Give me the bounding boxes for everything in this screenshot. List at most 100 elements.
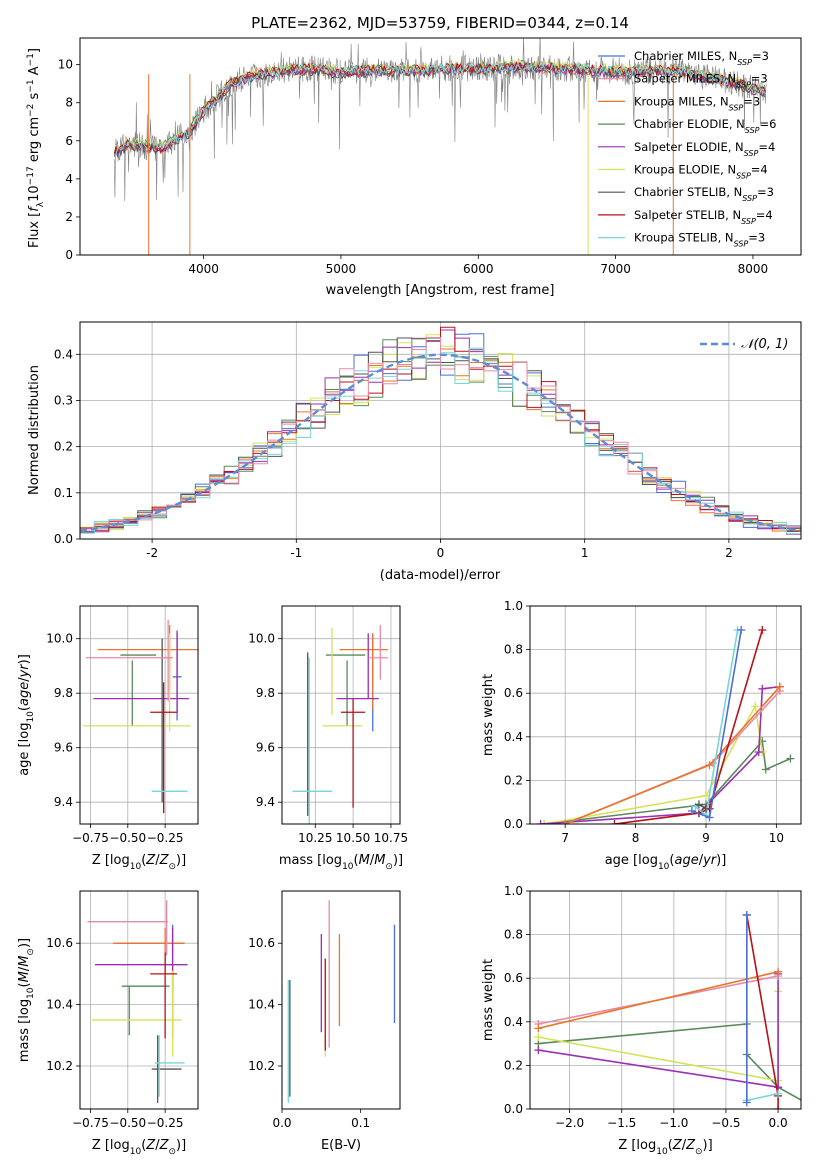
axes-frame — [79, 890, 199, 1110]
mass-weight-marker — [705, 761, 714, 770]
y-tick-label: 0.6 — [504, 971, 523, 985]
x-tick-label: 6000 — [463, 262, 494, 276]
plot-area — [287, 900, 396, 1103]
plot-area — [534, 910, 813, 1109]
x-axis-label: (data-model)/error — [380, 568, 501, 583]
y-tick-label: 2 — [65, 210, 73, 224]
x-tick-label: 8000 — [738, 262, 769, 276]
x-tick-label: 7000 — [600, 262, 631, 276]
mass-weight-marker — [775, 682, 784, 691]
legend-label: Salpeter STELIB, NSSP=4 — [634, 208, 773, 226]
axes-frame — [281, 890, 401, 1110]
y-axis-label: age [log10(age/yr)] — [17, 654, 36, 776]
y-tick-label: 4 — [65, 172, 73, 186]
y-tick-label: 0.4 — [504, 1015, 523, 1029]
mass-weight-marker — [774, 967, 783, 976]
age-vs-metallicity-panel: −0.75 −0.50 −0.25 9.4 9.6 9.8 10.0 Z [log10(Z/Z… — [17, 605, 199, 872]
y-tick-label: 0.2 — [504, 1058, 523, 1072]
axes-frame — [529, 890, 802, 1110]
y-axis-label: mass [log10(M/M⊙)] — [17, 938, 36, 1062]
x-tick-label: 4000 — [188, 262, 219, 276]
model-spectrum-line — [114, 62, 766, 157]
x-axis-label: E(B-V) — [321, 1138, 361, 1153]
mass-weight-marker — [540, 820, 549, 824]
mass-weight-line — [538, 973, 779, 1089]
mass-weight-marker — [687, 806, 696, 815]
axes-frame — [79, 321, 802, 540]
mass-weight-marker — [534, 1024, 543, 1033]
y-tick-label: 0.4 — [54, 347, 73, 361]
mass-weight-line — [543, 703, 764, 824]
plot-area — [113, 38, 767, 255]
y-tick-label: 10.6 — [248, 936, 275, 950]
y-tick-label: 10.2 — [46, 1059, 73, 1073]
y-tick-label: 0.2 — [54, 440, 73, 454]
mass-weight-marker — [561, 820, 570, 824]
x-tick-label: 2 — [725, 546, 733, 560]
x-tick-label: −0.25 — [147, 1116, 184, 1130]
y-tick-label: 0.1 — [54, 486, 73, 500]
y-tick-label: 9.8 — [54, 686, 73, 700]
y-tick-label: 9.6 — [256, 741, 275, 755]
y-axis-label: mass weight — [481, 674, 496, 756]
y-tick-label: 1.0 — [504, 599, 523, 613]
plot-area — [292, 625, 388, 824]
y-tick-label: 10.4 — [248, 998, 275, 1012]
x-axis-label: wavelength [Angstrom, rest frame] — [326, 283, 555, 298]
mass-weight-marker — [705, 813, 714, 822]
x-tick-label: −0.75 — [72, 831, 109, 845]
y-tick-label: 0.0 — [504, 1102, 523, 1116]
mass-weight-marker — [761, 765, 770, 774]
mass-weight-vs-age-panel: 7 8 9 10 0.0 0.2 0.4 0.6 0.8 1.0 age [log10(age/yr… — [481, 599, 802, 872]
x-tick-label: 10.75 — [374, 831, 408, 845]
mass-weight-vs-metallicity-panel: −2.0 −1.5 −1.0 −0.5 0.0 0.0 0.2 0.4 0.6 0.8 1.0 Z [… — [481, 884, 813, 1157]
x-tick-label: −0.5 — [711, 1116, 740, 1130]
residual-histogram — [80, 337, 801, 534]
legend-label: Kroupa STELIB, NSSP=3 — [634, 231, 765, 249]
x-tick-label: 0.1 — [351, 1116, 370, 1130]
y-tick-label: 0.8 — [504, 928, 523, 942]
axes-frame — [281, 605, 401, 825]
residuals-histogram-panel: -2 -1 0 1 2 0.0 0.1 0.2 0.3 0.4 𝒩(0, 1) (data-model… — [27, 321, 802, 583]
normal-reference-curve — [80, 353, 801, 533]
legend-label: Chabrier ELODIE, NSSP=6 — [634, 117, 776, 135]
y-tick-label: 1.0 — [504, 884, 523, 898]
x-tick-label: 10.25 — [298, 831, 332, 845]
mass-weight-marker — [758, 625, 767, 634]
y-tick-label: 0.0 — [54, 532, 73, 546]
x-axis-label: Z [log10(Z/Z⊙)] — [92, 853, 186, 872]
mass-weight-marker — [758, 684, 767, 693]
mass-weight-line — [698, 803, 707, 810]
legend-label: Chabrier MILES, NSSP=3 — [634, 49, 769, 67]
x-tick-label: 1 — [581, 546, 589, 560]
y-tick-label: 9.6 — [54, 741, 73, 755]
y-tick-label: 0.0 — [504, 817, 523, 831]
x-tick-label: −0.25 — [147, 831, 184, 845]
y-tick-label: 8 — [65, 96, 73, 110]
legend-label: 𝒩(0, 1) — [741, 337, 788, 352]
y-tick-label: 0.8 — [504, 643, 523, 657]
y-tick-label: 10.0 — [46, 632, 73, 646]
x-tick-label: 0.0 — [272, 1116, 291, 1130]
plot-area — [87, 900, 188, 1103]
x-tick-label: 10.50 — [336, 831, 370, 845]
x-tick-label: −2.0 — [555, 1116, 584, 1130]
y-tick-label: 10.6 — [46, 936, 73, 950]
y-tick-label: 0.4 — [504, 730, 523, 744]
y-tick-label: 0.3 — [54, 393, 73, 407]
plot-area — [536, 625, 795, 824]
x-tick-label: −0.50 — [109, 1116, 146, 1130]
mass-weight-line — [564, 686, 781, 824]
mass-weight-marker — [805, 1101, 813, 1109]
axes-frame — [79, 605, 199, 825]
x-tick-label: 7 — [561, 831, 569, 845]
y-tick-label: 9.4 — [54, 795, 73, 809]
mass-weight-marker — [536, 820, 545, 824]
mass-weight-line — [538, 970, 779, 1030]
y-axis-label: Flux [fλ10−17 erg cm−2 s−1 A−1] — [26, 48, 46, 248]
y-tick-label: 10.0 — [248, 632, 275, 646]
y-tick-label: 9.8 — [256, 686, 275, 700]
x-tick-label: 10 — [769, 831, 784, 845]
y-tick-label: 0 — [65, 248, 73, 262]
